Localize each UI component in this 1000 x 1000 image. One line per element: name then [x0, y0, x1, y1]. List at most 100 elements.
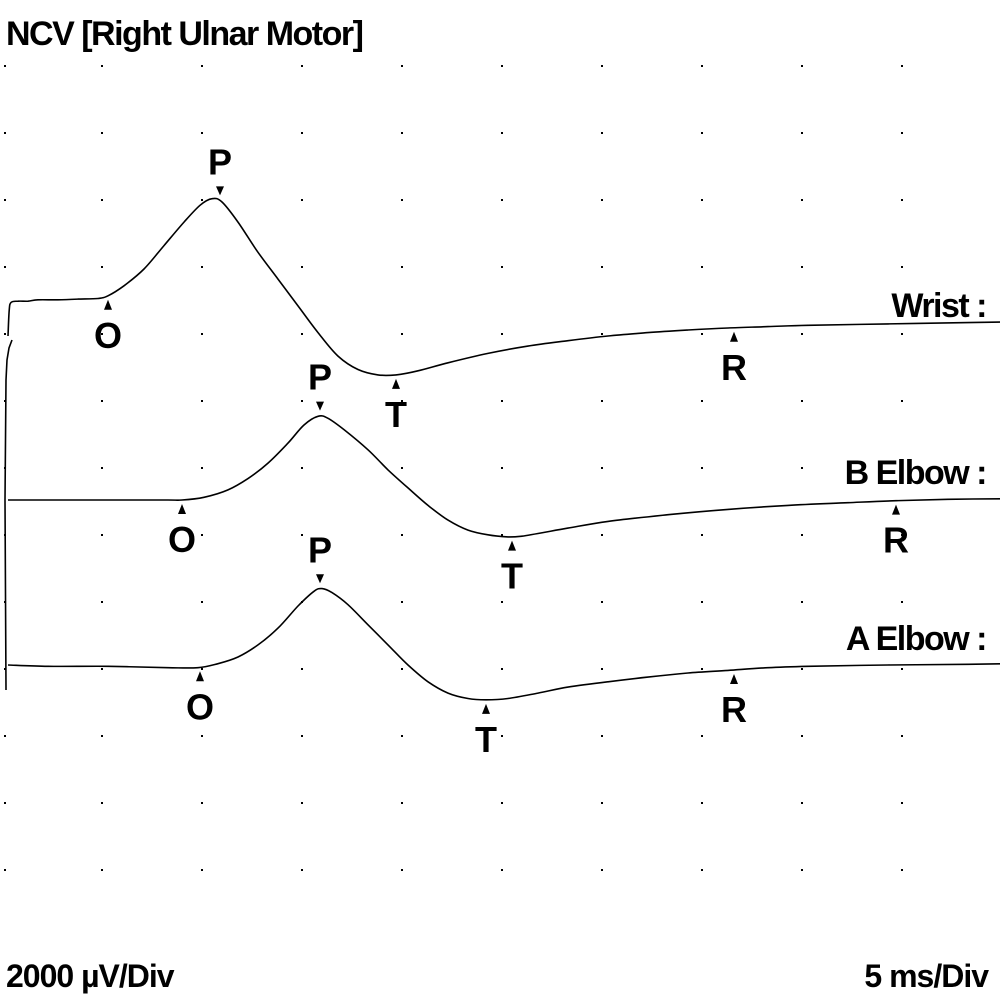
- grid-dot: [301, 400, 303, 402]
- grid-dot: [201, 601, 203, 603]
- grid-dot: [501, 333, 503, 335]
- grid-dot: [901, 802, 903, 804]
- series-name: A Elbow :: [846, 620, 986, 658]
- grid-dot: [901, 333, 903, 335]
- grid-dot: [601, 534, 603, 536]
- grid-dot: [201, 467, 203, 469]
- grid-dot: [201, 668, 203, 670]
- grid-dot: [701, 534, 703, 536]
- grid-dot: [601, 601, 603, 603]
- grid-dot: [601, 266, 603, 268]
- series-3: A Elbow : O P T R: [7, 529, 1000, 760]
- grid-dot: [201, 199, 203, 201]
- grid-dot: [701, 132, 703, 134]
- grid-dot: [4, 132, 6, 134]
- grid-dot: [201, 333, 203, 335]
- marker-r: R: [883, 520, 909, 561]
- grid-dot: [501, 802, 503, 804]
- grid-dot: [501, 266, 503, 268]
- grid-dot: [4, 400, 6, 402]
- grid-dot: [301, 132, 303, 134]
- grid-dot: [501, 869, 503, 871]
- marker-arrow: [730, 331, 738, 342]
- grid-dot: [401, 668, 403, 670]
- marker-t: T: [501, 556, 523, 597]
- grid-dot: [101, 869, 103, 871]
- grid-dot: [601, 65, 603, 67]
- grid-dot: [4, 199, 6, 201]
- grid-dot: [601, 869, 603, 871]
- grid-dot: [801, 199, 803, 201]
- trace-line: [7, 197, 1000, 377]
- grid-dot: [701, 735, 703, 737]
- grid-dot: [901, 132, 903, 134]
- grid-dot: [301, 735, 303, 737]
- marker-arrow: [482, 703, 490, 714]
- grid-dot: [301, 534, 303, 536]
- grid-dot: [901, 467, 903, 469]
- x-scale-label: 5 ms/Div: [864, 958, 989, 994]
- grid-dot: [801, 132, 803, 134]
- grid-dot: [4, 869, 6, 871]
- trace-line: [7, 414, 1000, 538]
- grid-dot: [701, 333, 703, 335]
- grid-dot: [101, 601, 103, 603]
- marker-p: P: [308, 357, 332, 398]
- grid-dot: [201, 132, 203, 134]
- grid-dot: [101, 467, 103, 469]
- grid-dot: [801, 601, 803, 603]
- grid-dot: [601, 467, 603, 469]
- grid-dot: [501, 65, 503, 67]
- marker-arrow: [316, 401, 324, 411]
- dotted-grid: [4, 65, 903, 871]
- grid-dot: [701, 601, 703, 603]
- marker-arrow: [104, 299, 112, 310]
- grid-dot: [401, 802, 403, 804]
- marker-t: T: [475, 719, 497, 760]
- grid-dot: [401, 601, 403, 603]
- grid-dot: [301, 668, 303, 670]
- grid-dot: [401, 869, 403, 871]
- grid-dot: [201, 534, 203, 536]
- marker-o: O: [186, 686, 214, 727]
- grid-dot: [501, 735, 503, 737]
- grid-dot: [4, 802, 6, 804]
- grid-dot: [901, 400, 903, 402]
- grid-dot: [101, 266, 103, 268]
- grid-dot: [401, 65, 403, 67]
- grid-dot: [501, 400, 503, 402]
- grid-dot: [601, 735, 603, 737]
- marker-o: O: [94, 315, 122, 356]
- grid-dot: [501, 199, 503, 201]
- grid-dot: [801, 400, 803, 402]
- grid-dot: [501, 601, 503, 603]
- marker-t: T: [385, 394, 407, 435]
- grid-dot: [401, 266, 403, 268]
- stimulus-artifact: [4, 339, 13, 691]
- grid-dot: [801, 668, 803, 670]
- marker-arrow: [216, 186, 224, 196]
- grid-dot: [4, 735, 6, 737]
- grid-dot: [101, 400, 103, 402]
- marker-o: O: [168, 519, 196, 560]
- grid-dot: [201, 266, 203, 268]
- grid-dot: [501, 467, 503, 469]
- grid-dot: [701, 400, 703, 402]
- grid-dot: [601, 400, 603, 402]
- series-name: B Elbow :: [845, 454, 986, 492]
- grid-dot: [101, 199, 103, 201]
- grid-dot: [601, 802, 603, 804]
- grid-dot: [701, 199, 703, 201]
- marker-r: R: [721, 689, 747, 730]
- grid-dot: [501, 132, 503, 134]
- marker-arrow: [392, 378, 400, 389]
- grid-dot: [401, 333, 403, 335]
- grid-dot: [301, 199, 303, 201]
- grid-dot: [4, 668, 6, 670]
- grid-dot: [601, 668, 603, 670]
- marker-arrow: [730, 673, 738, 684]
- grid-dot: [901, 668, 903, 670]
- grid-dot: [201, 65, 203, 67]
- series-layer: Wrist : O P T R B Elbow : O P T R A Elbow : O P T R: [4, 141, 1000, 760]
